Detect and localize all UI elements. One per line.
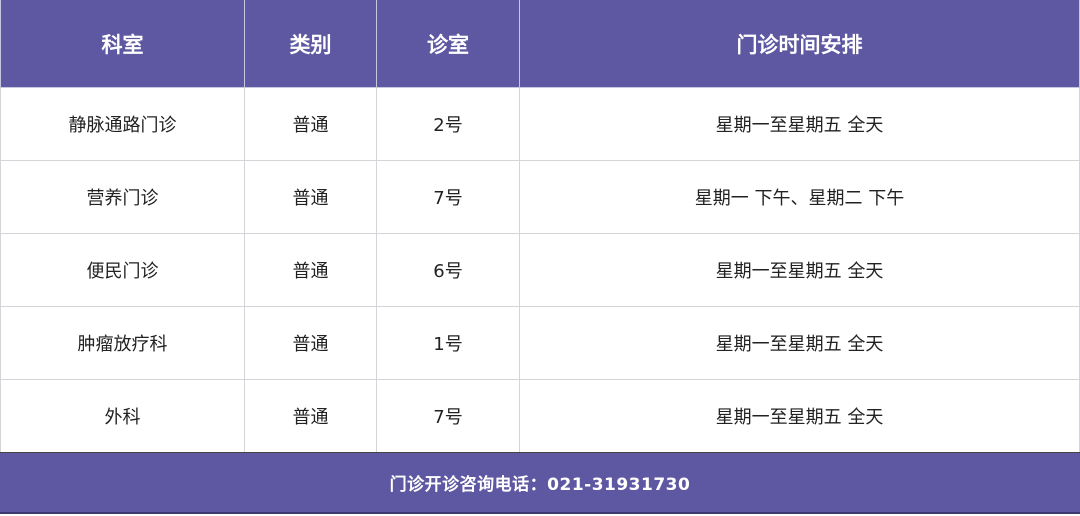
header-schedule: 门诊时间安排: [519, 0, 1080, 88]
table-row: 营养门诊 普通 7号 星期一 下午、星期二 下午: [0, 160, 1080, 234]
cell-department: 便民门诊: [0, 233, 245, 307]
cell-category: 普通: [244, 87, 377, 161]
cell-schedule: 星期一至星期五 全天: [519, 306, 1080, 380]
cell-department: 静脉通路门诊: [0, 87, 245, 161]
cell-schedule: 星期一至星期五 全天: [519, 379, 1080, 453]
cell-room: 1号: [376, 306, 520, 380]
cell-department: 营养门诊: [0, 160, 245, 234]
cell-category: 普通: [244, 306, 377, 380]
footer-phone: 门诊开诊咨询电话：021-31931730: [0, 452, 1080, 514]
cell-category: 普通: [244, 160, 377, 234]
cell-room: 2号: [376, 87, 520, 161]
header-row: 科室 类别 诊室 门诊时间安排: [0, 0, 1080, 88]
cell-category: 普通: [244, 233, 377, 307]
table-row: 外科 普通 7号 星期一至星期五 全天: [0, 379, 1080, 453]
table-row: 肿瘤放疗科 普通 1号 星期一至星期五 全天: [0, 306, 1080, 380]
cell-schedule: 星期一 下午、星期二 下午: [519, 160, 1080, 234]
cell-department: 外科: [0, 379, 245, 453]
cell-room: 7号: [376, 379, 520, 453]
cell-schedule: 星期一至星期五 全天: [519, 233, 1080, 307]
header-room: 诊室: [376, 0, 520, 88]
clinic-schedule-table: 科室 类别 诊室 门诊时间安排 静脉通路门诊 普通 2号 星期一至星期五 全天 营养门诊…: [0, 0, 1080, 453]
table-row: 便民门诊 普通 6号 星期一至星期五 全天: [0, 233, 1080, 307]
cell-department: 肿瘤放疗科: [0, 306, 245, 380]
header-category: 类别: [244, 0, 377, 88]
cell-schedule: 星期一至星期五 全天: [519, 87, 1080, 161]
cell-category: 普通: [244, 379, 377, 453]
table-row: 静脉通路门诊 普通 2号 星期一至星期五 全天: [0, 87, 1080, 161]
cell-room: 7号: [376, 160, 520, 234]
cell-room: 6号: [376, 233, 520, 307]
header-department: 科室: [0, 0, 245, 88]
